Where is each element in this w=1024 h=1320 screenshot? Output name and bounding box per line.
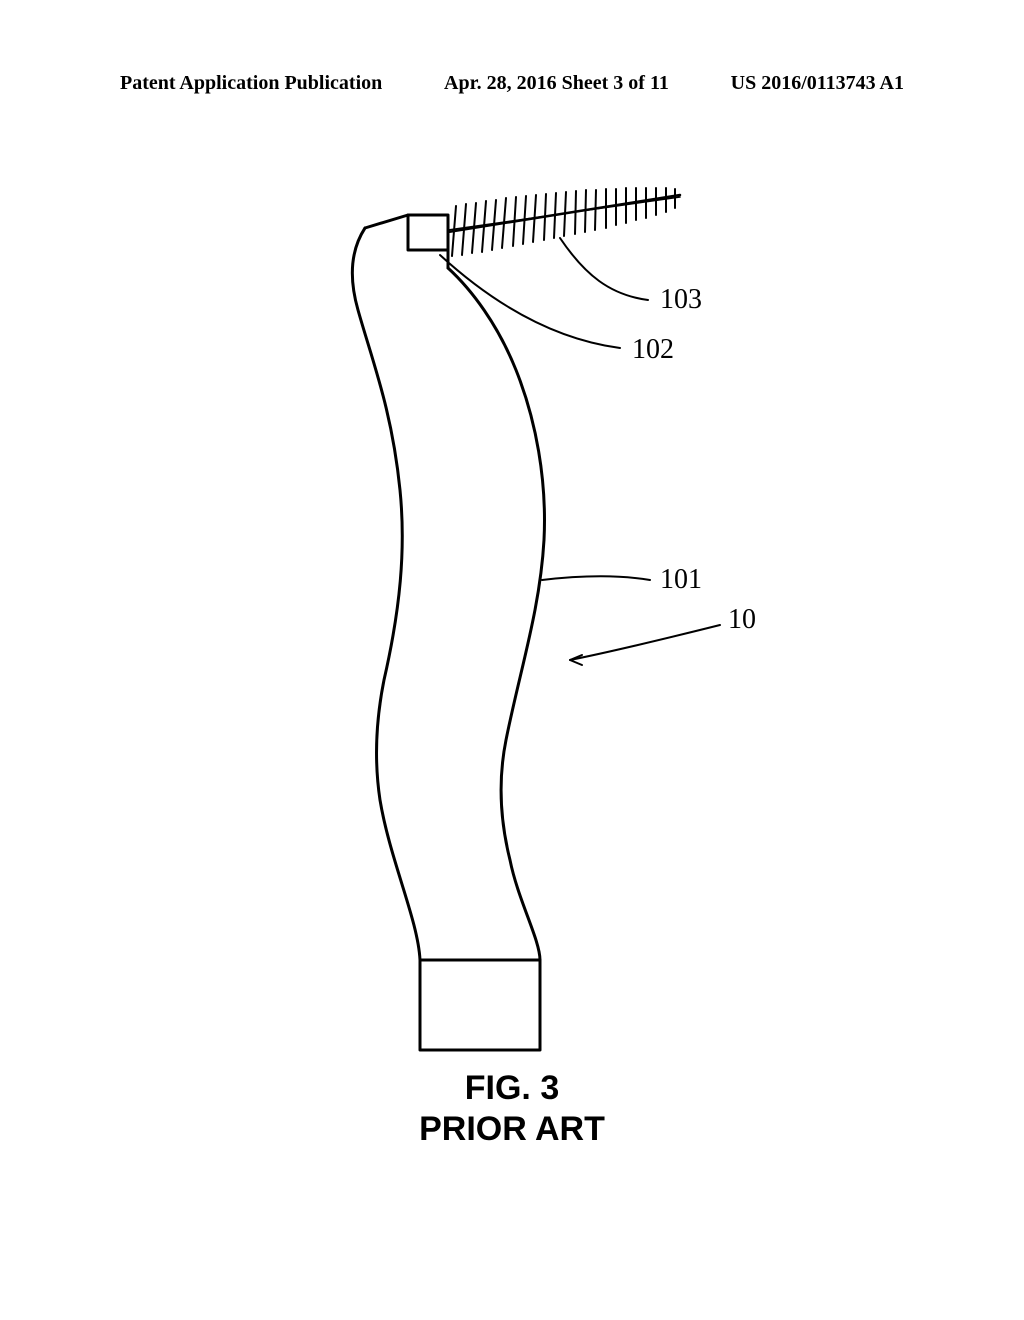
label-10: 10 (728, 604, 756, 635)
figure-caption: FIG. 3 PRIOR ART (0, 1068, 1024, 1150)
label-103: 103 (660, 284, 702, 315)
label-102: 102 (632, 334, 674, 365)
label-101: 101 (660, 564, 702, 595)
header-center: Apr. 28, 2016 Sheet 3 of 11 (444, 72, 669, 95)
header-right: US 2016/0113743 A1 (731, 72, 904, 95)
caption-fig: FIG. 3 (0, 1068, 1024, 1109)
header-left: Patent Application Publication (120, 72, 382, 95)
figure-svg: 103 102 101 10 (0, 180, 1024, 1180)
page-header: Patent Application Publication Apr. 28, … (0, 72, 1024, 95)
figure-area: 103 102 101 10 (0, 180, 1024, 1180)
caption-priorart: PRIOR ART (0, 1109, 1024, 1150)
